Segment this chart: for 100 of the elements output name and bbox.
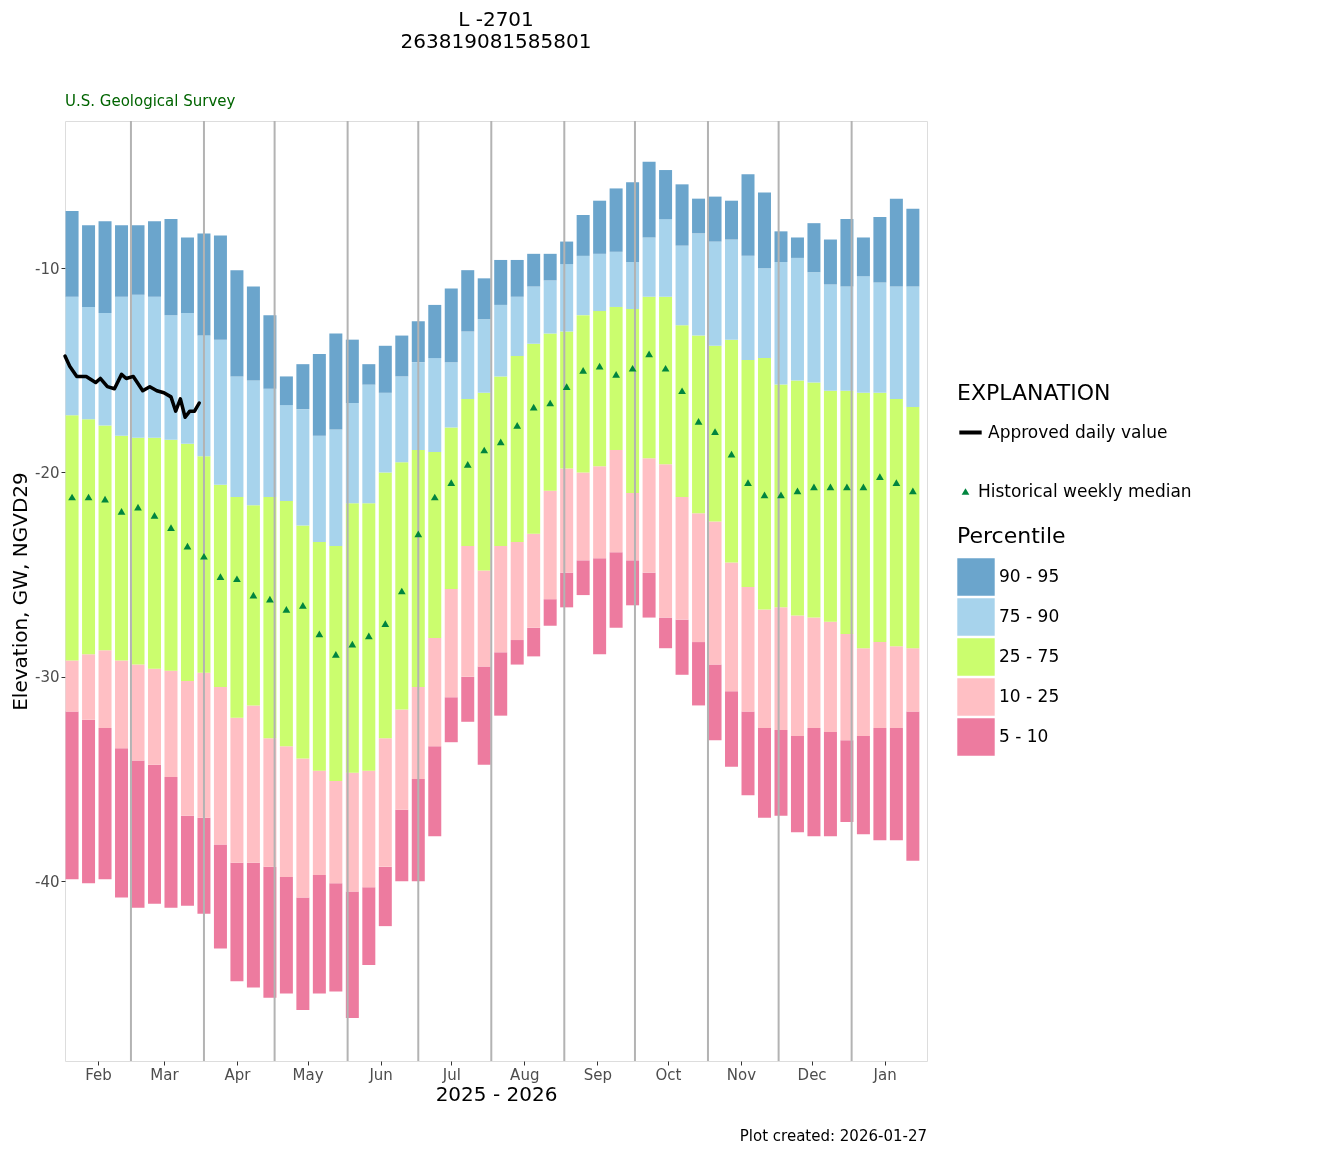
- x-tick-label: Apr: [224, 1065, 252, 1084]
- point: [678, 387, 686, 395]
- bar: [725, 562, 739, 692]
- bar: [527, 253, 541, 287]
- bar: [378, 392, 392, 473]
- bar: [889, 727, 903, 841]
- bar: [609, 552, 623, 628]
- bar: [279, 405, 293, 502]
- bar: [527, 627, 541, 657]
- bar: [543, 253, 557, 281]
- bar: [115, 660, 129, 749]
- bar: [98, 727, 112, 880]
- bar: [576, 560, 590, 596]
- bar: [444, 362, 458, 428]
- bar: [65, 660, 79, 712]
- point: [150, 512, 159, 519]
- bar: [708, 664, 722, 741]
- bar: [741, 255, 755, 361]
- bar: [659, 464, 673, 618]
- bar: [906, 407, 920, 649]
- bar: [790, 615, 804, 737]
- bar: [213, 844, 227, 949]
- bar: [510, 259, 524, 297]
- x-tick-label: Mar: [150, 1065, 180, 1084]
- bar: [856, 237, 870, 277]
- bar: [527, 343, 541, 534]
- bar: [98, 425, 112, 651]
- bar: [395, 462, 409, 710]
- point: [909, 487, 917, 495]
- bar: [115, 296, 129, 436]
- y-tick-label: -30: [35, 668, 60, 687]
- point: [496, 438, 505, 446]
- bar: [692, 198, 706, 234]
- bar: [213, 235, 227, 340]
- bar: [741, 360, 755, 587]
- bar: [692, 513, 706, 643]
- bar: [692, 642, 706, 706]
- bar: [889, 286, 903, 399]
- bar: [741, 711, 755, 796]
- bar: [543, 599, 557, 626]
- text: Percentile: [957, 523, 1066, 548]
- bar: [164, 776, 178, 908]
- point: [760, 491, 769, 499]
- x-tick-label: May: [292, 1065, 324, 1084]
- bar: [807, 382, 821, 618]
- bar: [329, 429, 343, 547]
- bar: [131, 294, 145, 438]
- point: [562, 383, 571, 391]
- bar: [279, 877, 293, 994]
- bar: [609, 450, 623, 553]
- bar: [148, 668, 161, 765]
- x-tick-label: Oct: [655, 1065, 682, 1084]
- x-tick-label: Feb: [85, 1065, 112, 1084]
- bar: [82, 419, 96, 655]
- point: [892, 479, 901, 487]
- bar: [98, 313, 112, 426]
- point: [711, 428, 719, 435]
- bar: [494, 652, 508, 716]
- bar: [757, 268, 771, 359]
- point: [167, 524, 175, 532]
- bar: [659, 617, 673, 649]
- bar: [790, 736, 804, 833]
- bar: [642, 572, 656, 618]
- bar: [642, 458, 656, 573]
- point: [843, 483, 851, 491]
- bar: [279, 746, 293, 878]
- bar: [312, 875, 326, 994]
- x-tick-label: Sep: [583, 1065, 612, 1084]
- y-axis-title: Elevation, GW, NGVD29: [8, 472, 32, 711]
- bar: [312, 435, 326, 542]
- bar: [675, 325, 689, 497]
- bar: [790, 257, 804, 381]
- bar: [180, 237, 194, 314]
- y-tick-label: -20: [35, 463, 60, 482]
- point: [299, 601, 307, 609]
- bar: [593, 200, 607, 254]
- point: [414, 530, 423, 538]
- bar: [873, 282, 887, 393]
- bar: [230, 862, 244, 982]
- bar: [659, 170, 673, 220]
- bar: [428, 746, 442, 837]
- bar: [741, 586, 755, 712]
- bar: [329, 883, 343, 992]
- bar: [609, 251, 623, 307]
- bar: [329, 333, 343, 430]
- bar: [395, 376, 409, 463]
- bar: [180, 443, 194, 681]
- bar: [164, 315, 178, 440]
- bar: [362, 384, 376, 504]
- bar: [708, 521, 722, 665]
- bar: [115, 225, 129, 297]
- bar: [873, 392, 887, 643]
- bar: [395, 335, 409, 377]
- bar: [131, 437, 145, 665]
- bar: [659, 219, 673, 297]
- bar: [527, 533, 541, 628]
- point: [233, 575, 241, 583]
- bar: [444, 697, 458, 743]
- bar: [164, 439, 178, 671]
- bar: [576, 255, 590, 316]
